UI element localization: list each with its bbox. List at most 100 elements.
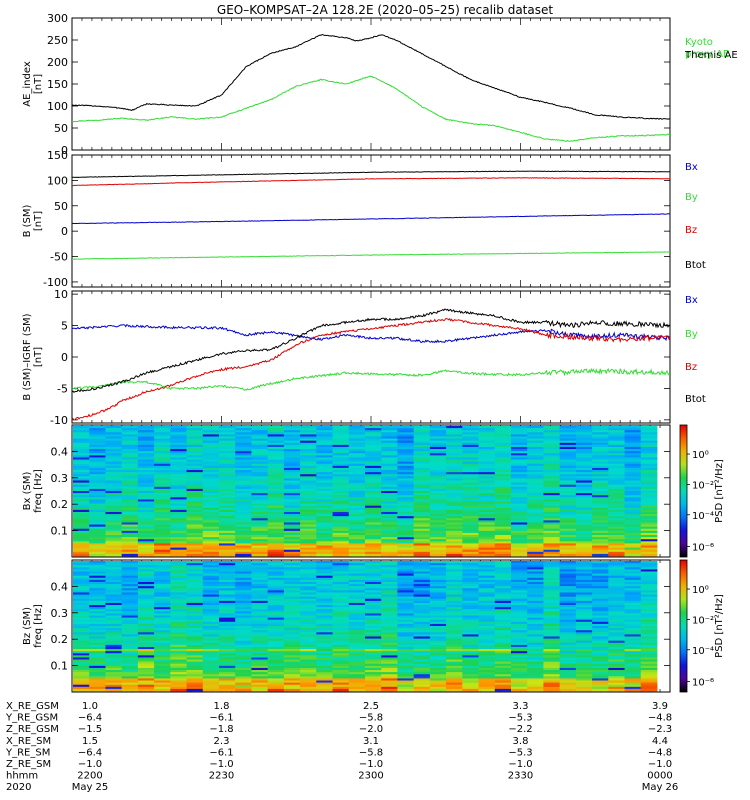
- heatmap-cell: [267, 461, 285, 465]
- heatmap-cell: [446, 509, 463, 513]
- heatmap-cell: [543, 426, 561, 429]
- heatmap-cell: [219, 626, 236, 629]
- heatmap-cell: [202, 674, 220, 677]
- heatmap-cell: [73, 526, 90, 530]
- heatmap-cell: [413, 474, 431, 477]
- heatmap-cell: [219, 532, 236, 536]
- heatmap-cell: [397, 432, 415, 435]
- heatmap-cell: [608, 478, 625, 481]
- heatmap-cell: [316, 553, 333, 557]
- heatmap-cell: [527, 674, 544, 677]
- heatmap-cell: [527, 514, 544, 517]
- heatmap-cell: [462, 476, 479, 479]
- heatmap-cell: [219, 461, 236, 465]
- heatmap-cell: [365, 436, 382, 439]
- heatmap-cell: [640, 455, 658, 458]
- heatmap-cell: [608, 434, 625, 437]
- heatmap-cell: [202, 543, 220, 546]
- heatmap-cell: [494, 640, 512, 644]
- heatmap-cell: [511, 497, 528, 500]
- heatmap-cell: [429, 539, 447, 542]
- heatmap-cell: [73, 686, 90, 690]
- heatmap-cell: [186, 455, 204, 458]
- heatmap-cell: [89, 486, 106, 490]
- heatmap-cell: [73, 579, 90, 583]
- heatmap-cell: [365, 630, 382, 633]
- heatmap-cell: [348, 535, 366, 538]
- heatmap-cell: [381, 684, 398, 688]
- heatmap-cell: [462, 636, 479, 639]
- heatmap-cell: [543, 472, 561, 475]
- heatmap-cell: [219, 688, 236, 692]
- heatmap-cell: [154, 522, 171, 525]
- heatmap-cell: [186, 501, 204, 504]
- heatmap-cell: [640, 516, 658, 519]
- heatmap-cell: [316, 579, 333, 583]
- heatmap-cell: [640, 551, 658, 555]
- heatmap-cell: [511, 449, 528, 452]
- heatmap-cell: [365, 451, 382, 454]
- heatmap-cell: [348, 649, 366, 652]
- heatmap-cell: [381, 663, 398, 667]
- heatmap-cell: [494, 651, 512, 654]
- heatmap-cell: [413, 472, 431, 475]
- heatmap-cell: [494, 600, 512, 604]
- heatmap-cell: [267, 463, 285, 467]
- heatmap-cell: [137, 615, 155, 619]
- heatmap-cell: [397, 434, 415, 437]
- heatmap-cell: [316, 581, 333, 585]
- heatmap-cell: [397, 680, 415, 684]
- heatmap-cell: [381, 474, 398, 477]
- heatmap-cell: [592, 623, 609, 627]
- heatmap-cell: [429, 478, 447, 481]
- series-line-btot: [71, 308, 671, 393]
- heatmap-cell: [494, 573, 512, 577]
- heatmap-cell: [348, 569, 366, 572]
- heatmap-cell: [121, 493, 139, 496]
- heatmap-cell: [397, 518, 415, 521]
- heatmap-cell: [575, 653, 593, 656]
- heatmap-cell: [267, 491, 285, 494]
- heatmap-cell: [251, 688, 269, 692]
- heatmap-cell: [446, 678, 463, 681]
- heatmap-cell: [121, 430, 139, 433]
- heatmap-cell: [202, 470, 220, 473]
- heatmap-cell: [267, 609, 285, 612]
- heatmap-cell: [89, 539, 106, 542]
- heatmap-cell: [170, 680, 187, 684]
- heatmap-cell: [559, 514, 577, 517]
- heatmap-cell: [575, 463, 593, 467]
- heatmap-cell: [494, 657, 512, 660]
- heatmap-cell: [89, 592, 106, 595]
- heatmap-cell: [283, 655, 301, 658]
- heatmap-cell: [154, 594, 171, 598]
- heatmap-cell: [608, 528, 625, 532]
- heatmap-cell: [105, 535, 123, 538]
- heatmap-cell: [235, 640, 252, 644]
- heatmap-cell: [592, 480, 609, 484]
- heatmap-cell: [429, 630, 447, 633]
- heatmap-cell: [316, 598, 333, 602]
- heatmap-cell: [446, 613, 463, 616]
- heatmap-cell: [332, 528, 350, 532]
- heatmap-cell: [575, 455, 593, 458]
- heatmap-cell: [137, 632, 155, 635]
- heatmap-cell: [300, 653, 317, 656]
- heatmap-cell: [494, 449, 512, 452]
- heatmap-cell: [73, 663, 90, 667]
- heatmap-cell: [608, 497, 625, 500]
- heatmap-cell: [575, 672, 593, 675]
- heatmap-cell: [575, 623, 593, 627]
- heatmap-cell: [170, 636, 187, 639]
- heatmap-cell: [462, 615, 479, 619]
- heatmap-cell: [105, 680, 123, 684]
- heatmap-cell: [154, 561, 171, 564]
- heatmap-cell: [105, 465, 123, 469]
- heatmap-cell: [73, 665, 90, 669]
- heatmap-cell: [446, 584, 463, 587]
- heatmap-cell: [251, 524, 269, 528]
- heatmap-cell: [397, 594, 415, 598]
- heatmap-cell: [429, 605, 447, 608]
- heatmap-cell: [348, 532, 366, 536]
- heatmap-cell: [186, 600, 204, 604]
